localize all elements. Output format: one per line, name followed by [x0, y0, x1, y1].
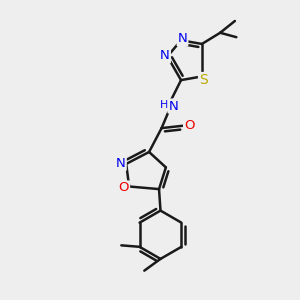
Text: N: N: [116, 157, 126, 170]
Text: N: N: [169, 100, 178, 112]
Text: O: O: [118, 182, 129, 194]
Text: N: N: [160, 50, 170, 62]
Text: O: O: [184, 119, 194, 132]
Text: H: H: [160, 100, 169, 110]
Text: N: N: [178, 32, 188, 45]
Text: S: S: [199, 73, 208, 87]
